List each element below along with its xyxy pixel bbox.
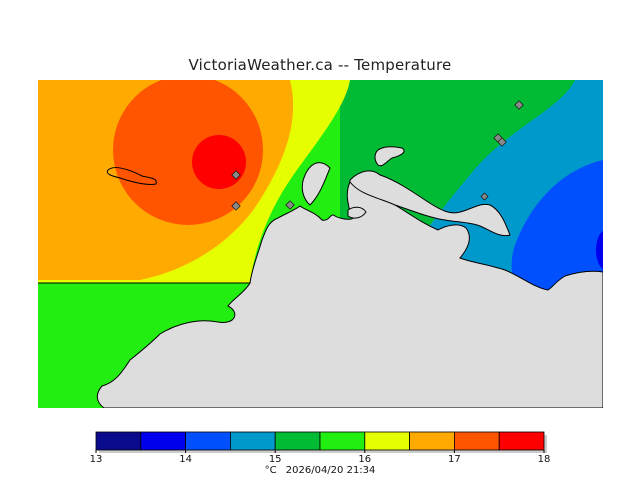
station-marker: [231, 201, 241, 211]
timestamp: 2026/04/20 21:34: [285, 465, 376, 476]
legend-tick-label: 14: [179, 454, 192, 465]
land-vancouver-island: [38, 181, 603, 408]
legend-swatch: [140, 431, 187, 451]
contour-13-5-14: [596, 230, 603, 270]
station-marker: [497, 137, 507, 147]
station-marker: [480, 192, 489, 201]
legend-swatch: [498, 431, 545, 451]
legend-swatch: [185, 431, 231, 451]
legend-swatch: [274, 431, 321, 451]
legend-swatch: [229, 431, 276, 451]
station-marker: [231, 170, 241, 180]
land-saanich: [349, 170, 511, 237]
station-marker: [514, 100, 524, 110]
legend-tick-label: 16: [358, 454, 372, 465]
station-marker: [285, 200, 295, 210]
land-spit: [374, 146, 405, 167]
legend-tick-label: 17: [448, 454, 461, 465]
legend-swatch: [319, 431, 366, 451]
legend-swatch: [95, 431, 142, 451]
legend-tick-label: 13: [89, 454, 103, 465]
land-islet: [347, 206, 367, 219]
legend-tick-label: 18: [537, 454, 551, 465]
legend-swatch: [453, 431, 500, 451]
units-label: °C: [264, 465, 277, 476]
legend-swatch: [364, 431, 410, 451]
legend-caption: °C 2026/04/20 21:34: [0, 465, 640, 476]
weather-stations: [231, 100, 524, 211]
legend-tick-label: 15: [268, 454, 282, 465]
land-peninsula: [301, 162, 331, 206]
map-title: VictoriaWeather.ca -- Temperature: [188, 56, 452, 74]
contour-17-17-5: [113, 80, 263, 225]
island-outline: [106, 167, 157, 185]
legend-swatch: [409, 431, 455, 451]
